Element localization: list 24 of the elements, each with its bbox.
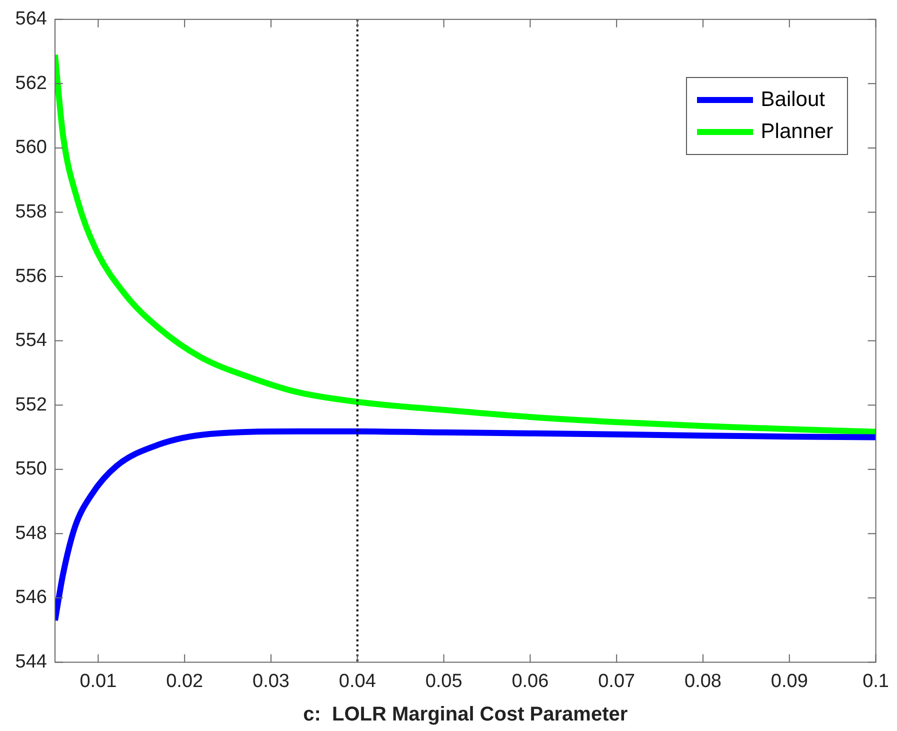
x-tick-label: 0.09 — [770, 670, 808, 692]
y-tick-label: 558 — [15, 201, 47, 222]
y-tick-label: 544 — [15, 651, 48, 672]
x-tick-label: 0.08 — [684, 670, 722, 692]
x-tick-label: 0.03 — [252, 670, 290, 692]
x-tick-label: 0.07 — [598, 670, 636, 692]
y-tick-label: 552 — [15, 394, 47, 416]
x-axis-title: c: LOLR Marginal Cost Parameter — [303, 704, 628, 726]
x-tick-label: 0.04 — [338, 670, 376, 692]
x-tick-label: 0.02 — [166, 670, 204, 692]
x-tick-label: 0.06 — [512, 670, 549, 692]
y-tick-label: 546 — [15, 587, 47, 608]
legend-label: Bailout — [760, 88, 825, 112]
y-tick-label: 554 — [15, 330, 48, 352]
y-tick-label: 550 — [15, 458, 47, 480]
legend-label: Planner — [760, 120, 834, 144]
x-tick-label: 0.1 — [862, 670, 890, 692]
x-tick-label: 0.01 — [80, 670, 117, 692]
y-tick-label: 560 — [15, 137, 47, 158]
y-tick-label: 556 — [15, 266, 47, 287]
x-tick-label: 0.05 — [425, 670, 462, 692]
y-tick-label: 564 — [15, 8, 48, 30]
y-tick-label: 562 — [15, 72, 47, 94]
y-tick-label: 548 — [15, 522, 47, 544]
